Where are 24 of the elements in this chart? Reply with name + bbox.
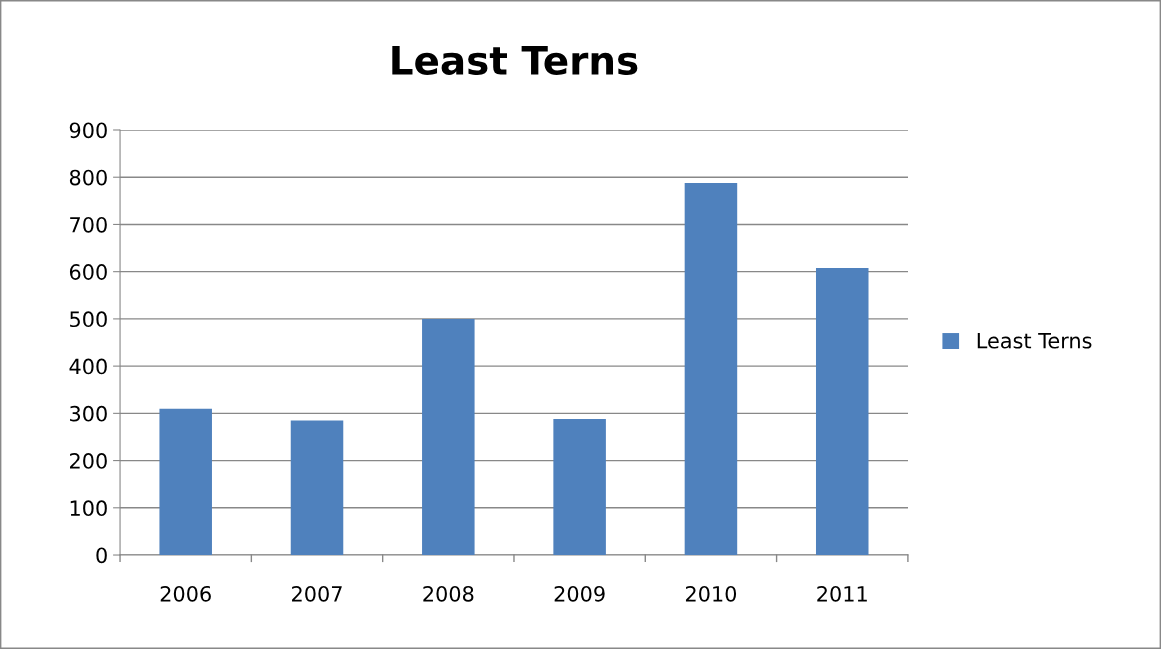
y-tick-label: 700 xyxy=(70,216,107,233)
y-tick-label: 800 xyxy=(69,169,107,186)
x-tick-label: 2011 xyxy=(817,585,867,602)
y-tick-label: 300 xyxy=(70,405,107,422)
y-tick-label: 400 xyxy=(69,358,107,375)
x-tick-label: 2007 xyxy=(292,585,342,602)
bar xyxy=(553,419,606,556)
x-tick-label: 2008 xyxy=(423,585,474,602)
x-tick-label: 2010 xyxy=(685,585,737,602)
y-tick-label: 200 xyxy=(70,453,107,469)
y-tick-label: 500 xyxy=(70,311,107,328)
bar xyxy=(815,267,869,556)
y-tick-label: 600 xyxy=(69,264,107,280)
chart-title: Least Terns xyxy=(392,46,638,75)
bar xyxy=(422,318,475,556)
x-tick-label: 2006 xyxy=(160,585,211,602)
bar xyxy=(684,182,738,556)
bar xyxy=(159,408,212,556)
bar xyxy=(290,420,344,556)
y-tick-label: 100 xyxy=(70,500,107,517)
x-tick-label: 2009 xyxy=(554,585,605,602)
legend-label: Least Terns xyxy=(977,333,1092,349)
y-tick-label: 900 xyxy=(69,122,107,139)
y-tick-label: 0 xyxy=(96,547,107,564)
